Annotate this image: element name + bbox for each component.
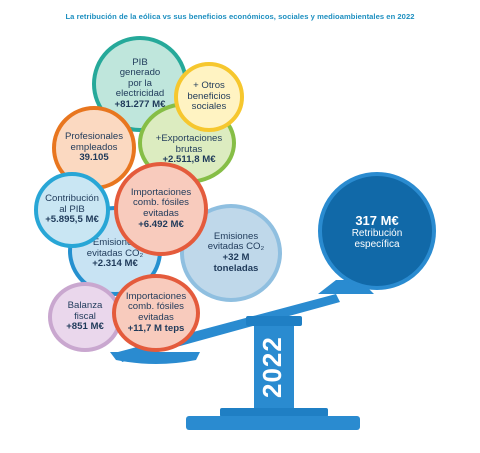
bubble-value: +2.511,8 M€ xyxy=(162,154,216,166)
bubble-value: +6.492 M€ xyxy=(138,218,184,230)
bubble-value: 39.105 xyxy=(79,152,109,164)
bubble-otros-beneficios: + Otros beneficios sociales xyxy=(174,62,244,132)
bubble-value: +81.277 M€ xyxy=(114,98,166,110)
retribucion-value: 317 M€ xyxy=(355,212,399,228)
bubble-label: +Exportaciones brutas xyxy=(155,133,223,155)
bubble-value: +32 M toneladas xyxy=(213,252,259,274)
chart-title: La retribución de la eólica vs sus benef… xyxy=(65,12,415,21)
bubble-value: +2.314 M€ xyxy=(92,258,138,270)
scale-column-cap xyxy=(246,316,302,326)
bubble-value: +11,7 M teps xyxy=(127,322,185,334)
bubble-value: +5.895,5 M€ xyxy=(45,214,99,226)
bubble-contribucion-pib: Contribución al PIB +5.895,5 M€ xyxy=(34,172,110,248)
retribucion-label: Retribución específica xyxy=(351,227,403,250)
scale-column xyxy=(254,322,294,412)
bubble-value: +851 M€ xyxy=(66,321,104,333)
bubble-label: Emisiones evitadas CO₂ xyxy=(207,230,265,253)
bubble-label: PIB generado por la electricidad xyxy=(115,56,165,100)
left-pan xyxy=(110,352,200,364)
bubble-balanza-fiscal: Balanza fiscal +851 M€ xyxy=(48,282,122,352)
bubble-label: Importaciones comb. fósiles evitadas xyxy=(125,290,187,323)
bubble-importaciones-euros: Importaciones comb. fósiles evitadas +6.… xyxy=(114,162,208,256)
year-label: 2022 xyxy=(257,336,287,398)
bubble-label: Emisiones evitadas CO₂ xyxy=(86,237,144,259)
bubble-importaciones-teps: Importaciones comb. fósiles evitadas +11… xyxy=(112,274,200,352)
bubble-label: Balanza fiscal xyxy=(67,300,103,322)
retribucion-pan: 317 M€ Retribución específica xyxy=(318,172,436,290)
bubble-label: Profesionales empleados xyxy=(64,131,124,153)
scale-base-bottom xyxy=(186,416,360,430)
bubble-label: Contribución al PIB xyxy=(45,193,99,215)
bubble-label: Importaciones comb. fósiles evitadas xyxy=(130,186,192,219)
bubble-label: + Otros beneficios sociales xyxy=(187,80,231,113)
scale-base-top xyxy=(220,408,328,417)
